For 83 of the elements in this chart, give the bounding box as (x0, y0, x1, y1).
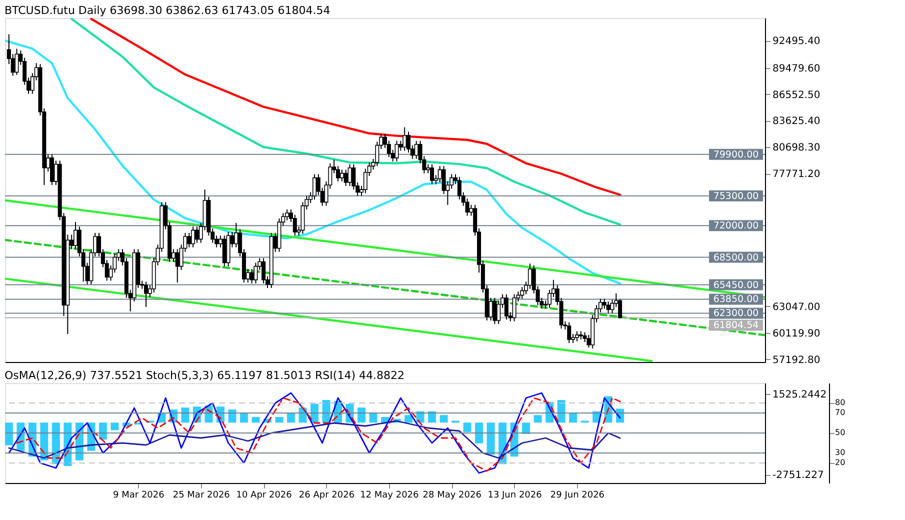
candlestick (191, 226, 196, 248)
bar (252, 416, 260, 423)
candlestick (340, 169, 344, 182)
candlestick (348, 164, 352, 186)
candlestick (262, 258, 266, 284)
candlestick (567, 322, 572, 344)
x-tick-label: 29 Jun 2026 (550, 490, 605, 500)
candlestick (74, 222, 78, 250)
candlestick (430, 164, 434, 185)
candlestick (602, 298, 606, 310)
bar (5, 422, 13, 446)
y-tick-label: 92495.40 (772, 36, 820, 48)
candlestick (194, 226, 199, 244)
candlestick (14, 48, 19, 76)
y-tick-label: -2751.227 (772, 470, 824, 482)
x-tick-label: 26 Apr 2026 (298, 490, 355, 500)
chart-title: BTCUSD.futu Daily 63698.30 63862.63 61743.05 61804.54 (4, 4, 330, 17)
candlestick (512, 294, 516, 322)
bar (181, 408, 190, 423)
candlestick (144, 281, 148, 308)
bar (322, 400, 330, 423)
bar (440, 415, 448, 423)
bar (522, 422, 530, 434)
candlestick (50, 154, 54, 186)
y2-tick-label: 80 (835, 398, 846, 407)
bar (228, 409, 236, 423)
ref-line-label: 75300.00 (713, 190, 759, 202)
x-tick-label: 25 Mar 2026 (172, 490, 230, 500)
ref-line-label: 63850.00 (713, 294, 759, 306)
y-tick-label: 57192.80 (772, 354, 820, 366)
candlestick (402, 126, 407, 152)
y-tick-label: 86552.50 (772, 90, 820, 101)
bar (286, 413, 295, 423)
bar (357, 408, 366, 423)
bar (557, 400, 566, 423)
candlestick (504, 294, 508, 320)
candlestick (187, 232, 192, 248)
candlestick (414, 140, 418, 160)
y-tick-label: 80698.30 (772, 142, 820, 154)
bar (240, 413, 248, 423)
y-tick-label: 63047.00 (772, 302, 820, 313)
y2-tick-label: 50 (835, 428, 846, 437)
y-tick-label: 60119.90 (772, 328, 820, 340)
bar (569, 413, 578, 423)
y2-tick-label: 30 (835, 448, 846, 457)
ref-line-label: 72000.00 (713, 220, 759, 232)
candlestick (175, 248, 180, 284)
line-series (90, 18, 622, 196)
candlestick (492, 297, 497, 325)
candlestick (606, 301, 610, 314)
ref-line-label: 61804.54 (713, 320, 759, 332)
y-tick-label: 1525.2442 (772, 389, 827, 400)
bar (110, 422, 119, 430)
ref-line-label: 65450.00 (713, 280, 759, 291)
candlestick (394, 140, 399, 162)
bar (463, 422, 472, 432)
x-tick-label: 13 Jun 2026 (488, 490, 542, 500)
candlestick (312, 174, 316, 200)
line-series (5, 40, 622, 285)
bar (98, 422, 107, 440)
ref-line-label: 79900.00 (713, 149, 759, 160)
y2-tick-label: 70 (835, 408, 846, 417)
line-series (8, 420, 621, 459)
bar (275, 416, 284, 423)
candlestick (222, 235, 226, 267)
bar (534, 415, 542, 423)
y-tick-label: 77771.20 (772, 169, 820, 180)
line-series (70, 18, 622, 226)
y-tick-label: 83625.40 (772, 116, 820, 128)
bar (369, 413, 378, 423)
ref-line-label: 68500.00 (713, 252, 759, 264)
x-tick-label: 28 May 2026 (422, 490, 482, 500)
chart-title: OsMA(12,26,9) 737.5521 Stoch(5,3,3) 65.1197 81.5013 RSI(14) 44.8822 (4, 369, 404, 382)
bar (404, 415, 413, 423)
candlestick (574, 330, 579, 342)
candlestick (254, 262, 258, 284)
x-tick-label: 12 May 2026 (360, 490, 420, 500)
ref-line-label: 62300.00 (713, 308, 759, 320)
y2-tick-label: 20 (835, 458, 846, 467)
x-tick-label: 9 Mar 2026 (113, 490, 165, 500)
y-tick-label: 89479.60 (772, 63, 820, 74)
bar (475, 422, 484, 444)
x-tick-label: 10 Apr 2026 (236, 490, 292, 500)
